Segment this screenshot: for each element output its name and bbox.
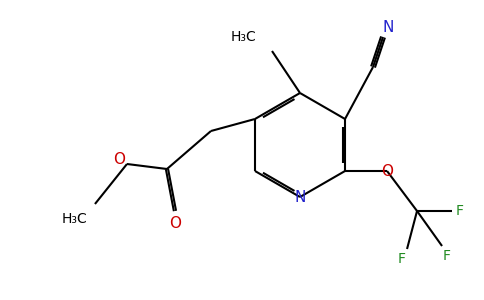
Text: F: F (443, 249, 451, 263)
Text: H₃C: H₃C (61, 212, 87, 226)
Text: O: O (381, 164, 393, 178)
Text: O: O (169, 215, 181, 230)
Text: O: O (113, 152, 125, 166)
Text: N: N (294, 190, 306, 205)
Text: H₃C: H₃C (230, 30, 256, 44)
Text: F: F (398, 252, 406, 266)
Text: N: N (382, 20, 393, 34)
Text: F: F (456, 204, 464, 218)
